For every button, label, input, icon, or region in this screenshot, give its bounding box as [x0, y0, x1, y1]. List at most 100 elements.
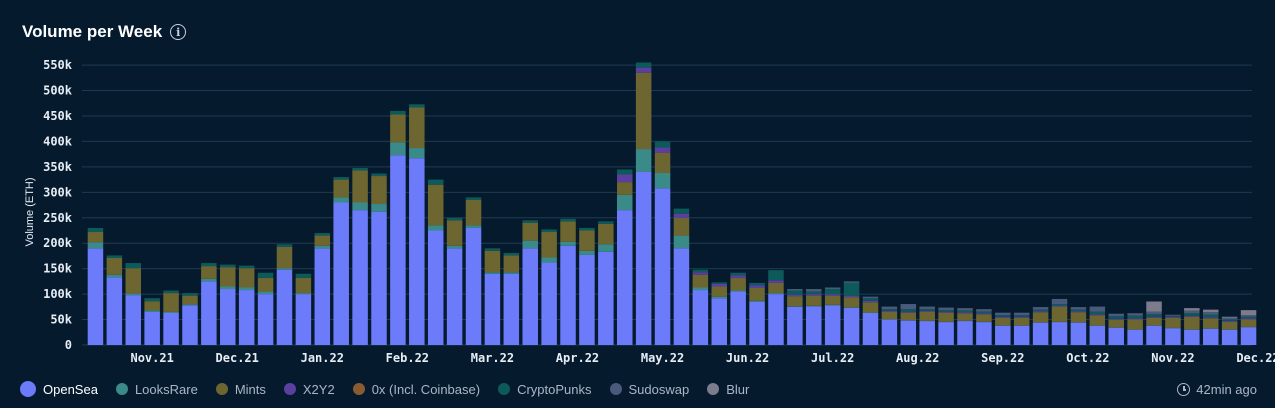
legend-item[interactable]: Sudoswap [609, 382, 689, 397]
bar-segment[interactable] [484, 273, 501, 345]
bar-segment[interactable] [654, 188, 671, 345]
bar-segment[interactable] [862, 312, 879, 345]
bar-segment[interactable] [257, 277, 274, 292]
bar-segment[interactable] [390, 114, 406, 143]
bar-segment[interactable] [446, 217, 463, 221]
bar-segment[interactable] [787, 306, 803, 307]
bar-segment[interactable] [446, 220, 463, 246]
bar-segment[interactable] [276, 244, 293, 247]
bar-segment[interactable] [673, 213, 690, 218]
bar-segment[interactable] [768, 294, 784, 345]
bar-segment[interactable] [125, 295, 142, 346]
bar-segment[interactable] [900, 320, 917, 345]
bar-segment[interactable] [503, 272, 520, 274]
bar-segment[interactable] [1240, 327, 1257, 345]
bar-segment[interactable] [654, 141, 671, 148]
bar-segment[interactable] [976, 322, 992, 345]
bar-segment[interactable] [806, 295, 822, 306]
bar-segment[interactable] [371, 211, 387, 345]
bar-segment[interactable] [390, 155, 406, 345]
bar-segment[interactable] [182, 304, 198, 306]
bar-segment[interactable] [220, 267, 236, 287]
bar-segment[interactable] [182, 305, 198, 345]
bar-segment[interactable] [503, 255, 520, 273]
bar-segment[interactable] [541, 262, 557, 345]
bar-segment[interactable] [1221, 321, 1238, 330]
bar-segment[interactable] [560, 218, 576, 222]
bar-segment[interactable] [163, 293, 179, 312]
bar-segment[interactable] [257, 272, 274, 278]
bar-segment[interactable] [711, 298, 728, 345]
bar-segment[interactable] [976, 314, 992, 322]
bar-segment[interactable] [390, 110, 406, 115]
bar-segment[interactable] [711, 283, 728, 287]
bar-segment[interactable] [125, 293, 142, 296]
bar-segment[interactable] [371, 173, 387, 177]
bar-segment[interactable] [276, 269, 293, 345]
bar-segment[interactable] [1202, 314, 1219, 318]
bar-segment[interactable] [579, 254, 595, 345]
bar-segment[interactable] [749, 288, 765, 301]
bar-segment[interactable] [314, 248, 331, 345]
bar-segment[interactable] [938, 312, 954, 322]
bar-segment[interactable] [824, 295, 841, 305]
bar-segment[interactable] [1032, 322, 1049, 345]
bar-segment[interactable] [446, 248, 463, 345]
bar-segment[interactable] [957, 310, 973, 313]
bar-segment[interactable] [1184, 310, 1200, 314]
bar-segment[interactable] [635, 67, 652, 73]
bar-segment[interactable] [635, 62, 652, 68]
bar-segment[interactable] [635, 171, 652, 345]
bar-segment[interactable] [1089, 306, 1106, 312]
bar-segment[interactable] [787, 294, 803, 297]
bar-segment[interactable] [352, 170, 368, 203]
bar-segment[interactable] [881, 311, 898, 320]
bar-segment[interactable] [144, 301, 160, 311]
bar-segment[interactable] [352, 210, 368, 345]
bar-segment[interactable] [673, 217, 690, 236]
bar-segment[interactable] [881, 309, 898, 311]
bar-segment[interactable] [843, 295, 860, 298]
bar-segment[interactable] [938, 307, 954, 311]
bar-segment[interactable] [1070, 307, 1087, 310]
bar-segment[interactable] [1070, 311, 1087, 313]
bar-segment[interactable] [824, 305, 841, 345]
bar-segment[interactable] [144, 311, 160, 345]
bar-segment[interactable] [106, 257, 123, 275]
bar-segment[interactable] [730, 275, 746, 278]
bar-segment[interactable] [163, 312, 179, 345]
bar-segment[interactable] [749, 301, 765, 345]
bar-segment[interactable] [163, 311, 179, 313]
bar-segment[interactable] [843, 282, 860, 296]
bar-segment[interactable] [673, 235, 690, 249]
bar-segment[interactable] [1051, 306, 1068, 322]
bar-segment[interactable] [749, 300, 765, 302]
bar-segment[interactable] [409, 104, 425, 108]
bar-segment[interactable] [616, 182, 633, 195]
bar-segment[interactable] [144, 310, 160, 312]
bar-segment[interactable] [1127, 318, 1143, 320]
bar-segment[interactable] [1202, 312, 1219, 315]
bar-segment[interactable] [1240, 319, 1257, 327]
bar-segment[interactable] [503, 252, 520, 256]
bar-segment[interactable] [484, 272, 501, 274]
bar-segment[interactable] [1051, 322, 1068, 345]
bar-segment[interactable] [768, 270, 784, 281]
legend-item[interactable]: LooksRare [115, 382, 198, 397]
bar-segment[interactable] [692, 272, 709, 275]
bar-segment[interactable] [314, 233, 331, 236]
bar-segment[interactable] [635, 72, 652, 150]
bar-segment[interactable] [220, 264, 236, 268]
bar-segment[interactable] [390, 142, 406, 156]
bar-segment[interactable] [692, 287, 709, 291]
bar-segment[interactable] [220, 286, 236, 290]
bar-segment[interactable] [862, 298, 879, 301]
bar-segment[interactable] [711, 286, 728, 297]
bar-segment[interactable] [843, 307, 860, 308]
bar-segment[interactable] [257, 291, 274, 295]
bar-segment[interactable] [1032, 311, 1049, 313]
bar-segment[interactable] [635, 149, 652, 172]
bar-segment[interactable] [201, 278, 217, 282]
bar-segment[interactable] [333, 177, 349, 180]
legend-item[interactable]: Blur [707, 382, 749, 397]
